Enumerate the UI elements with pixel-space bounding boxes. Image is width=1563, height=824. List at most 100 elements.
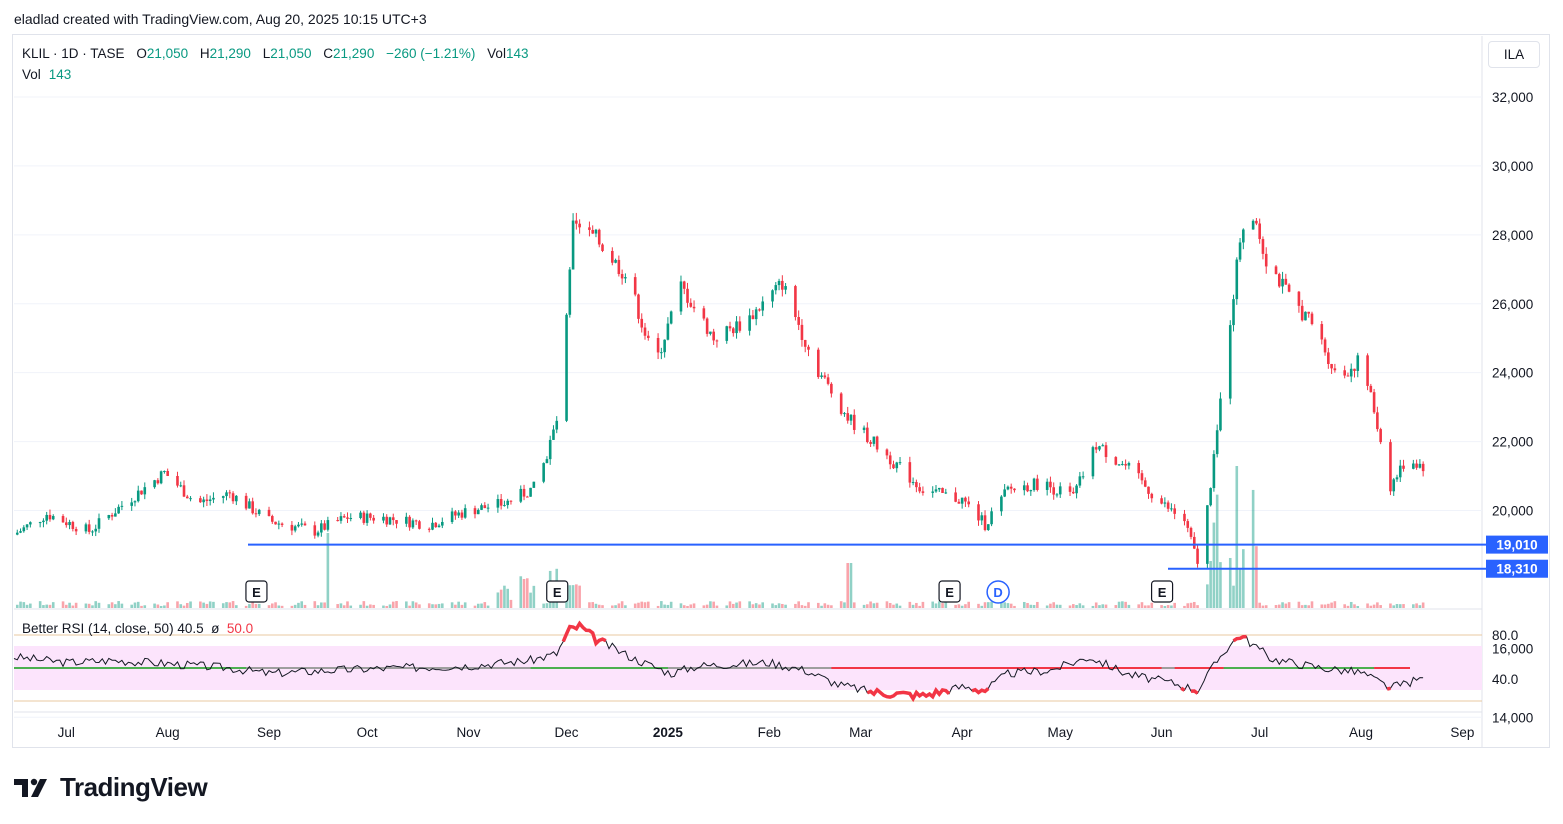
- volume-bar: [1389, 603, 1392, 608]
- candle-body: [61, 516, 65, 523]
- earnings-marker[interactable]: E: [546, 580, 569, 603]
- price-tick-label: 16,000: [1492, 641, 1533, 656]
- volume-bar: [728, 601, 732, 608]
- volume-bar: [454, 604, 457, 608]
- candle-body: [944, 492, 948, 494]
- dividend-marker-label: D: [993, 585, 1002, 600]
- time-axis: Jul Aug Sep Oct Nov Dec 2025 Feb Mar Apr May Jun Jul…: [58, 725, 1475, 740]
- volume-bar: [1274, 604, 1278, 608]
- candle-body: [290, 524, 294, 531]
- volume-bar: [1242, 549, 1245, 608]
- volume-bar: [1330, 602, 1333, 608]
- candle: [807, 344, 810, 357]
- price-tick-label: 30,000: [1492, 159, 1533, 174]
- candle-body: [1150, 493, 1154, 499]
- candle-body: [1009, 486, 1013, 489]
- candle: [290, 521, 294, 536]
- volume-bar: [120, 603, 124, 608]
- candle: [1206, 505, 1209, 569]
- candle: [1127, 461, 1131, 470]
- candle: [457, 510, 460, 519]
- candle: [980, 512, 984, 526]
- candle-body: [221, 496, 225, 498]
- earnings-marker[interactable]: E: [938, 580, 961, 603]
- time-tick-label: Mar: [849, 725, 873, 740]
- candle: [506, 498, 509, 509]
- volume-bar: [29, 603, 32, 608]
- candle-body: [1251, 220, 1255, 230]
- volume-bar: [702, 605, 706, 608]
- candle-body: [427, 528, 431, 530]
- volume-bar: [97, 602, 101, 608]
- candle: [1000, 495, 1003, 516]
- dividend-marker[interactable]: D: [986, 580, 1010, 604]
- candle-body: [1412, 463, 1415, 469]
- volume-bar: [221, 603, 225, 608]
- candle-body: [1058, 486, 1062, 495]
- volume-bar: [143, 605, 147, 608]
- candle: [267, 506, 271, 517]
- candle: [1032, 477, 1036, 492]
- volume-bar: [323, 602, 326, 608]
- volume-bar: [1121, 601, 1124, 608]
- volume-bar: [313, 601, 317, 608]
- candle: [140, 490, 143, 495]
- volume-bar: [437, 603, 441, 608]
- earnings-marker[interactable]: E: [245, 580, 268, 603]
- currency-button[interactable]: ILA: [1488, 41, 1540, 68]
- candle: [1261, 236, 1265, 260]
- candle: [663, 339, 666, 358]
- candle: [885, 448, 889, 460]
- rsi-legend-label[interactable]: Better RSI (14, close, 50): [22, 621, 174, 636]
- volume-bar: [846, 563, 850, 608]
- dividend-marker-circle: [986, 580, 1010, 604]
- symbol-label[interactable]: KLIL · 1D · TASE: [22, 46, 125, 61]
- candle: [166, 468, 169, 477]
- volume-bar: [290, 605, 294, 608]
- candle: [686, 282, 689, 308]
- candle: [388, 516, 392, 525]
- candle-body: [1192, 536, 1196, 549]
- candle-body: [816, 349, 820, 377]
- candle: [578, 219, 581, 234]
- price-axis: 32,000 30,000 28,000 26,000 24,000 22,000 20,0…: [1492, 90, 1533, 725]
- chart-frame: [12, 34, 1550, 748]
- candle: [395, 520, 398, 529]
- candle: [620, 269, 624, 285]
- candles: [15, 212, 1425, 569]
- candle-body: [1114, 457, 1118, 465]
- candle: [774, 282, 778, 295]
- candle-body: [431, 522, 434, 530]
- candle: [888, 451, 892, 470]
- volume-bar: [705, 604, 709, 608]
- candle: [614, 258, 617, 264]
- volume-legend-label[interactable]: Vol: [22, 67, 41, 82]
- candle-body: [1078, 476, 1082, 486]
- volume-bar: [391, 601, 395, 608]
- candle: [1215, 424, 1219, 458]
- candle: [1036, 474, 1039, 492]
- candle: [483, 502, 487, 509]
- candle: [1013, 488, 1016, 493]
- volume-bar: [843, 602, 846, 608]
- candle: [454, 510, 457, 520]
- candle: [784, 282, 787, 295]
- candle: [800, 319, 804, 347]
- candle: [251, 497, 254, 515]
- volume-bar: [1072, 604, 1075, 608]
- volume-bar: [156, 604, 160, 608]
- candle-body: [293, 526, 297, 531]
- candle-body: [182, 485, 186, 497]
- candle-body: [839, 393, 843, 414]
- tradingview-logo[interactable]: TradingView: [14, 772, 208, 803]
- candle: [735, 316, 738, 339]
- volume-bar: [666, 604, 670, 608]
- candle: [114, 508, 117, 517]
- candle-body: [980, 515, 984, 521]
- candle: [1137, 460, 1141, 479]
- candle-body: [179, 485, 183, 487]
- earnings-marker[interactable]: E: [1150, 580, 1174, 603]
- earnings-marker-label: E: [945, 585, 954, 600]
- candle-body: [1189, 527, 1193, 537]
